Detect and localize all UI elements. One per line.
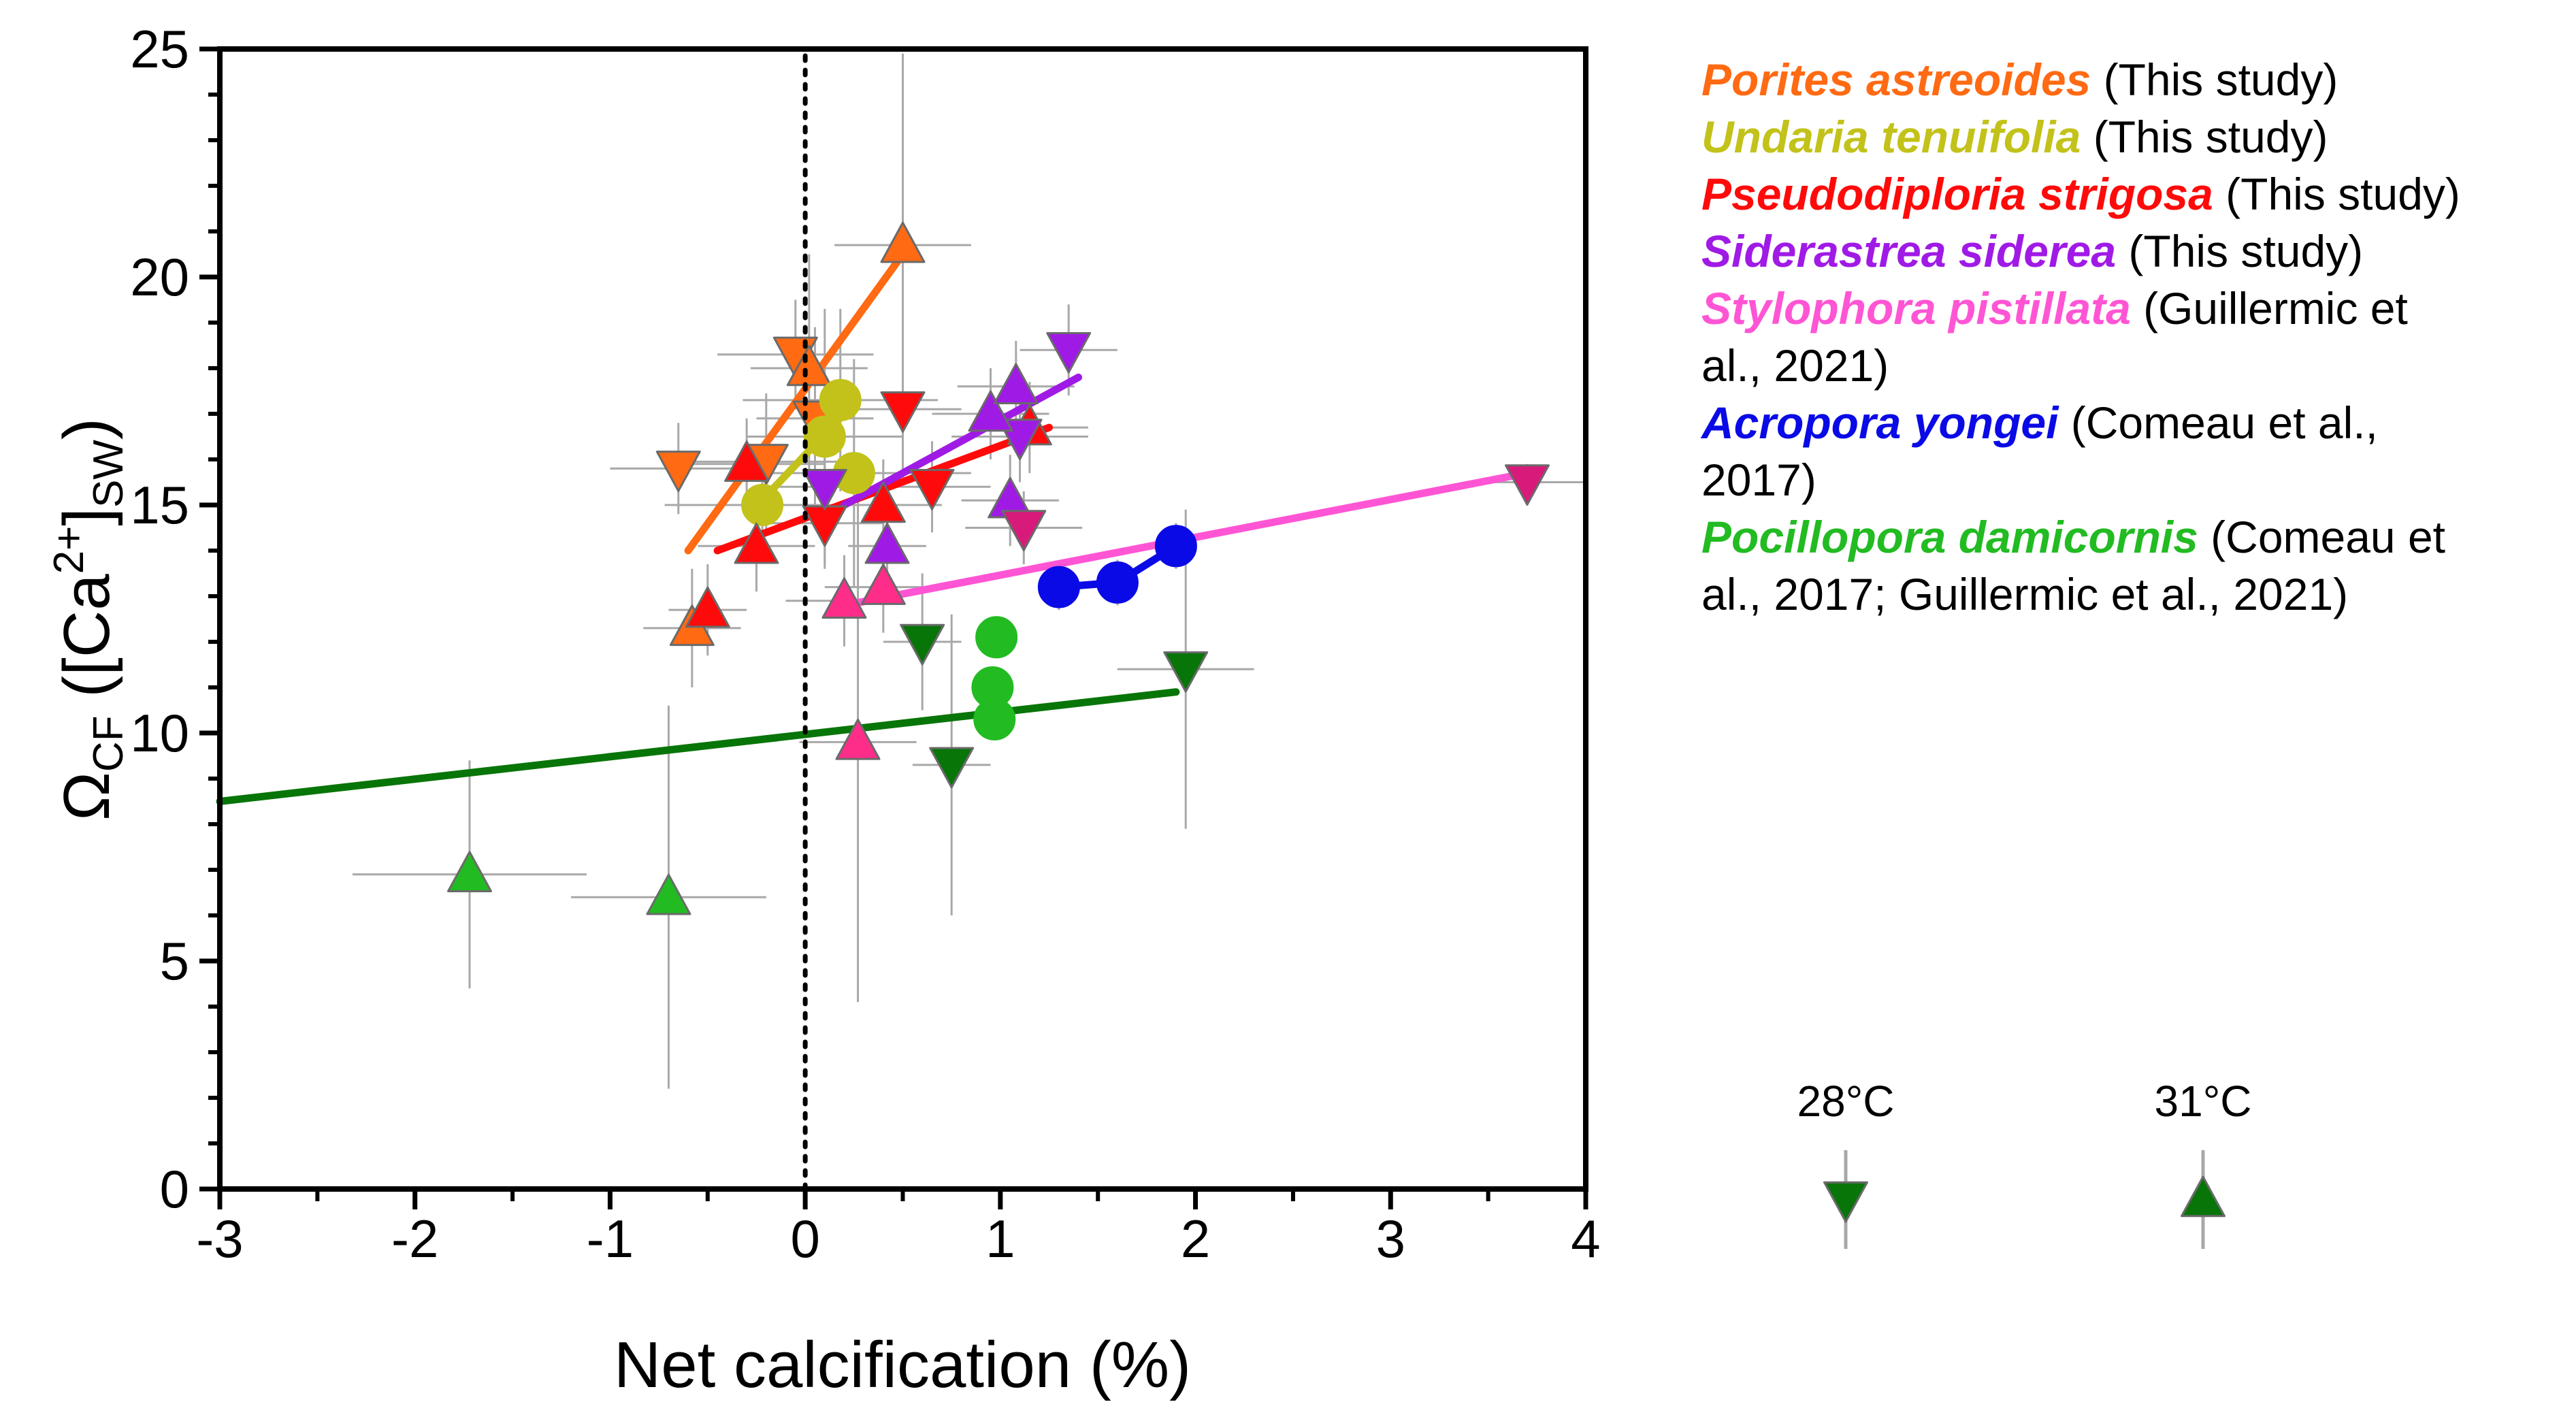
y-axis-title: ΩCF ([Ca2+]SW) [46,418,132,821]
legend-species: Undaria tenuifolia [1701,112,2081,162]
siderastrea-siderea-point [802,468,847,510]
siderastrea-siderea-point [968,390,1013,432]
legend-source-cont: al., 2017; Guillermic et al., 2021) [1701,569,2348,619]
legend-source: (This study) [2213,169,2460,219]
x-tick-label: -3 [196,1209,243,1269]
legend-source-cont: al., 2021) [1701,340,1889,391]
legend: Porites astreoides (This study)Undaria t… [1700,54,2460,619]
legend-source-cont: 2017) [1701,455,1816,505]
legend-entry-acropora-yongei: Acropora yongei (Comeau et al., [1700,397,2378,448]
error-bars [352,53,1586,1089]
legend-species: Stylophora pistillata [1701,283,2131,333]
x-tick-label: 2 [1181,1209,1210,1269]
legend-entry-porites-astreoides: Porites astreoides (This study) [1701,54,2338,105]
x-axis-ticks: -3 -2 -1 0 1 2 3 4 [196,1189,1601,1269]
x-tick-label: -1 [587,1209,634,1269]
pocillopora-damicornis-point [973,698,1016,740]
porites-astreoides-point [655,451,701,492]
porites-astreoides-point [880,221,926,263]
x-tick-label: 1 [985,1209,1015,1269]
temperature-key-marker [2181,1175,2226,1218]
temperature-label: 28°C [1797,1077,1895,1126]
pocillopora-damicornis-point [900,623,945,666]
legend-source: (Guillermic et [2131,283,2408,333]
temperature-key-marker [1823,1181,1868,1223]
pseudodiploria-strigosa-point [909,468,955,510]
pocillopora-damicornis-trend-line [216,688,1180,805]
legend-source: (Comeau et al., [2058,397,2378,448]
legend-species: Siderastrea siderea [1701,226,2116,276]
legend-species: Acropora yongei [1700,397,2059,448]
temperature-key: 28°C 31°C [1797,1077,2252,1249]
undaria-tenuifolia-point [803,415,846,458]
pseudodiploria-strigosa-point [724,440,770,482]
pseudodiploria-strigosa-point [734,522,779,564]
pocillopora-damicornis-point [646,873,691,915]
pocillopora-damicornis-point [446,851,492,892]
legend-entry-siderastrea-siderea: Siderastrea siderea (This study) [1701,226,2363,276]
pseudodiploria-strigosa-point [860,481,906,523]
x-axis-title: Net calcification (%) [614,1329,1191,1401]
y-tick-label: 25 [130,19,189,79]
siderastrea-siderea-point [993,363,1039,405]
acropora-yongei-point [1154,525,1197,568]
legend-source: (Comeau et [2198,512,2445,562]
x-tick-label: 4 [1571,1209,1600,1269]
legend-species: Pocillopora damicornis [1701,512,2198,562]
y-tick-label: 15 [130,475,189,535]
y-tick-label: 0 [160,1159,189,1219]
y-tick-label: 5 [160,931,189,991]
stylophora-pistillata-point [835,718,881,760]
legend-species: Porites astreoides [1701,54,2091,105]
regression-lines [216,250,1531,805]
pocillopora-damicornis-point [975,616,1018,659]
y-tick-label: 10 [130,703,189,763]
legend-source: (This study) [2091,54,2338,105]
data-markers [446,221,1550,915]
legend-source: (This study) [2116,226,2363,276]
siderastrea-siderea-point [1046,331,1092,374]
x-tick-label: -2 [391,1209,438,1269]
y-tick-label: 20 [130,247,189,307]
acropora-yongei-point [1096,561,1139,604]
porites-astreoides-point [786,344,832,387]
pseudodiploria-strigosa-point [880,391,926,433]
siderastrea-siderea-point [864,522,910,564]
acropora-yongei-point [1037,566,1080,608]
stylophora-pistillata-point [1504,464,1550,506]
temperature-label: 31°C [2155,1077,2252,1126]
stylophora-pistillata-point [860,564,906,605]
stylophora-pistillata-point [821,577,867,619]
legend-entry-pocillopora-damicornis: Pocillopora damicornis (Comeau et [1701,512,2445,562]
pseudodiploria-strigosa-point [685,586,730,628]
pocillopora-damicornis-point [1163,651,1209,693]
pseudodiploria-strigosa-point [802,505,847,547]
y-axis-ticks: 0 5 10 15 20 25 [130,19,220,1219]
x-tick-label: 3 [1376,1209,1405,1269]
legend-entry-stylophora-pistillata: Stylophora pistillata (Guillermic et [1701,283,2408,333]
legend-species: Pseudodiploria strigosa [1701,169,2213,219]
legend-entry-undaria-tenuifolia: Undaria tenuifolia (This study) [1701,112,2328,162]
undaria-tenuifolia-point [741,484,784,526]
x-tick-label: 0 [790,1209,819,1269]
legend-source: (This study) [2081,112,2328,162]
legend-entry-pseudodiploria-strigosa: Pseudodiploria strigosa (This study) [1701,169,2460,219]
pocillopora-damicornis-point [929,747,975,789]
stylophora-pistillata-point [1001,510,1047,551]
undaria-tenuifolia-point [819,378,862,421]
